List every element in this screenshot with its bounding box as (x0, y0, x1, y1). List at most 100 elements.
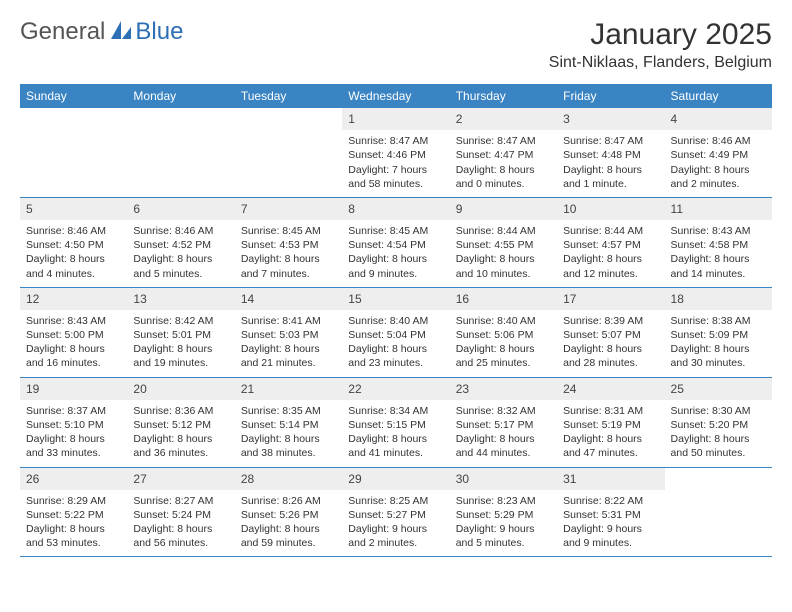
calendar-cell: 30Sunrise: 8:23 AMSunset: 5:29 PMDayligh… (450, 467, 557, 557)
day-details: Sunrise: 8:30 AMSunset: 5:20 PMDaylight:… (665, 400, 772, 467)
daylight-line: Daylight: 8 hours and 41 minutes. (348, 432, 443, 460)
calendar-week-row: 26Sunrise: 8:29 AMSunset: 5:22 PMDayligh… (20, 467, 772, 557)
daylight-line: Daylight: 9 hours and 5 minutes. (456, 522, 551, 550)
day-number: 12 (20, 288, 127, 310)
day-number: 15 (342, 288, 449, 310)
daylight-line: Daylight: 8 hours and 23 minutes. (348, 342, 443, 370)
sunset-line: Sunset: 5:26 PM (241, 508, 336, 522)
sunrise-line: Sunrise: 8:47 AM (348, 134, 443, 148)
day-details: Sunrise: 8:29 AMSunset: 5:22 PMDaylight:… (20, 490, 127, 557)
calendar-cell: 10Sunrise: 8:44 AMSunset: 4:57 PMDayligh… (557, 197, 664, 287)
sunrise-line: Sunrise: 8:43 AM (671, 224, 766, 238)
sunset-line: Sunset: 4:57 PM (563, 238, 658, 252)
sunrise-line: Sunrise: 8:44 AM (563, 224, 658, 238)
daylight-line: Daylight: 8 hours and 14 minutes. (671, 252, 766, 280)
calendar-cell: 13Sunrise: 8:42 AMSunset: 5:01 PMDayligh… (127, 287, 234, 377)
calendar-cell: 11Sunrise: 8:43 AMSunset: 4:58 PMDayligh… (665, 197, 772, 287)
sunrise-line: Sunrise: 8:25 AM (348, 494, 443, 508)
daylight-line: Daylight: 8 hours and 16 minutes. (26, 342, 121, 370)
day-details: Sunrise: 8:47 AMSunset: 4:47 PMDaylight:… (450, 130, 557, 197)
daylight-line: Daylight: 8 hours and 12 minutes. (563, 252, 658, 280)
sunrise-line: Sunrise: 8:39 AM (563, 314, 658, 328)
day-details: Sunrise: 8:47 AMSunset: 4:48 PMDaylight:… (557, 130, 664, 197)
sunrise-line: Sunrise: 8:35 AM (241, 404, 336, 418)
sunrise-line: Sunrise: 8:47 AM (456, 134, 551, 148)
day-number: 1 (342, 108, 449, 130)
day-details: Sunrise: 8:34 AMSunset: 5:15 PMDaylight:… (342, 400, 449, 467)
day-number: 31 (557, 468, 664, 490)
location: Sint-Niklaas, Flanders, Belgium (549, 54, 772, 72)
sunrise-line: Sunrise: 8:42 AM (133, 314, 228, 328)
day-details: Sunrise: 8:44 AMSunset: 4:57 PMDaylight:… (557, 220, 664, 287)
day-details: Sunrise: 8:26 AMSunset: 5:26 PMDaylight:… (235, 490, 342, 557)
sunset-line: Sunset: 4:53 PM (241, 238, 336, 252)
sunset-line: Sunset: 5:22 PM (26, 508, 121, 522)
daylight-line: Daylight: 8 hours and 36 minutes. (133, 432, 228, 460)
calendar-cell: 2Sunrise: 8:47 AMSunset: 4:47 PMDaylight… (450, 108, 557, 197)
day-details: Sunrise: 8:43 AMSunset: 4:58 PMDaylight:… (665, 220, 772, 287)
sunset-line: Sunset: 5:29 PM (456, 508, 551, 522)
calendar-cell: 26Sunrise: 8:29 AMSunset: 5:22 PMDayligh… (20, 467, 127, 557)
day-details: Sunrise: 8:27 AMSunset: 5:24 PMDaylight:… (127, 490, 234, 557)
sunset-line: Sunset: 5:20 PM (671, 418, 766, 432)
sunrise-line: Sunrise: 8:37 AM (26, 404, 121, 418)
day-header-row: Sunday Monday Tuesday Wednesday Thursday… (20, 84, 772, 108)
daylight-line: Daylight: 9 hours and 2 minutes. (348, 522, 443, 550)
sunset-line: Sunset: 4:49 PM (671, 148, 766, 162)
sunset-line: Sunset: 5:03 PM (241, 328, 336, 342)
daylight-line: Daylight: 8 hours and 30 minutes. (671, 342, 766, 370)
day-number: 25 (665, 378, 772, 400)
day-details: Sunrise: 8:22 AMSunset: 5:31 PMDaylight:… (557, 490, 664, 557)
daylight-line: Daylight: 8 hours and 47 minutes. (563, 432, 658, 460)
calendar-cell: 9Sunrise: 8:44 AMSunset: 4:55 PMDaylight… (450, 197, 557, 287)
sunrise-line: Sunrise: 8:40 AM (456, 314, 551, 328)
calendar-cell: 14Sunrise: 8:41 AMSunset: 5:03 PMDayligh… (235, 287, 342, 377)
calendar-cell: 5Sunrise: 8:46 AMSunset: 4:50 PMDaylight… (20, 197, 127, 287)
sunset-line: Sunset: 4:50 PM (26, 238, 121, 252)
month-title: January 2025 (549, 18, 772, 52)
calendar-table: Sunday Monday Tuesday Wednesday Thursday… (20, 84, 772, 557)
daylight-line: Daylight: 8 hours and 53 minutes. (26, 522, 121, 550)
daylight-line: Daylight: 8 hours and 7 minutes. (241, 252, 336, 280)
day-details: Sunrise: 8:45 AMSunset: 4:53 PMDaylight:… (235, 220, 342, 287)
calendar-cell: 25Sunrise: 8:30 AMSunset: 5:20 PMDayligh… (665, 377, 772, 467)
day-number: 4 (665, 108, 772, 130)
day-number: 18 (665, 288, 772, 310)
day-number: 26 (20, 468, 127, 490)
day-number: 17 (557, 288, 664, 310)
day-details: Sunrise: 8:45 AMSunset: 4:54 PMDaylight:… (342, 220, 449, 287)
sunset-line: Sunset: 5:24 PM (133, 508, 228, 522)
calendar-cell (665, 467, 772, 557)
day-header: Sunday (20, 84, 127, 108)
sunrise-line: Sunrise: 8:46 AM (671, 134, 766, 148)
calendar-cell: 28Sunrise: 8:26 AMSunset: 5:26 PMDayligh… (235, 467, 342, 557)
sunrise-line: Sunrise: 8:38 AM (671, 314, 766, 328)
sunset-line: Sunset: 5:10 PM (26, 418, 121, 432)
calendar-cell: 16Sunrise: 8:40 AMSunset: 5:06 PMDayligh… (450, 287, 557, 377)
day-number: 30 (450, 468, 557, 490)
day-details: Sunrise: 8:37 AMSunset: 5:10 PMDaylight:… (20, 400, 127, 467)
calendar-cell (20, 108, 127, 197)
calendar-cell: 17Sunrise: 8:39 AMSunset: 5:07 PMDayligh… (557, 287, 664, 377)
day-number: 11 (665, 198, 772, 220)
sunset-line: Sunset: 4:52 PM (133, 238, 228, 252)
day-details: Sunrise: 8:46 AMSunset: 4:52 PMDaylight:… (127, 220, 234, 287)
daylight-line: Daylight: 8 hours and 0 minutes. (456, 163, 551, 191)
day-header: Monday (127, 84, 234, 108)
day-details: Sunrise: 8:38 AMSunset: 5:09 PMDaylight:… (665, 310, 772, 377)
daylight-line: Daylight: 8 hours and 2 minutes. (671, 163, 766, 191)
sunrise-line: Sunrise: 8:22 AM (563, 494, 658, 508)
sunset-line: Sunset: 4:54 PM (348, 238, 443, 252)
day-number: 19 (20, 378, 127, 400)
sunrise-line: Sunrise: 8:46 AM (26, 224, 121, 238)
sunset-line: Sunset: 5:07 PM (563, 328, 658, 342)
day-number: 16 (450, 288, 557, 310)
calendar-cell: 8Sunrise: 8:45 AMSunset: 4:54 PMDaylight… (342, 197, 449, 287)
daylight-line: Daylight: 8 hours and 21 minutes. (241, 342, 336, 370)
sunset-line: Sunset: 5:27 PM (348, 508, 443, 522)
daylight-line: Daylight: 7 hours and 58 minutes. (348, 163, 443, 191)
daylight-line: Daylight: 8 hours and 38 minutes. (241, 432, 336, 460)
daylight-line: Daylight: 9 hours and 9 minutes. (563, 522, 658, 550)
daylight-line: Daylight: 8 hours and 56 minutes. (133, 522, 228, 550)
sunrise-line: Sunrise: 8:27 AM (133, 494, 228, 508)
